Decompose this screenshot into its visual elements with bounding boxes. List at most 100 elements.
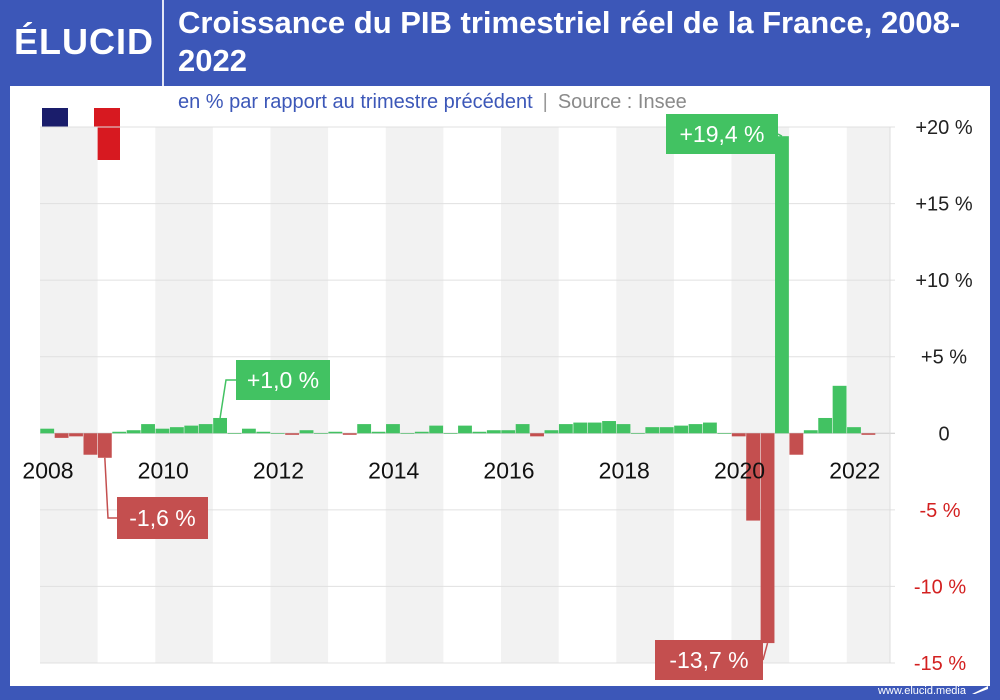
bar: [241, 428, 256, 434]
bar: [429, 425, 444, 434]
bar: [717, 433, 732, 434]
y-tick-label: 0: [938, 423, 949, 445]
x-tick-label: 2010: [138, 457, 189, 483]
annotation-box: [117, 497, 208, 539]
bar: [443, 433, 458, 434]
annotation-label: -13,7 %: [669, 647, 748, 673]
elucid-mark-icon: [972, 686, 988, 694]
bar: [69, 433, 83, 437]
bar: [789, 433, 804, 455]
elucid-logo: ÉLUCID: [14, 21, 154, 62]
bar: [544, 430, 559, 434]
x-tick-label: 2012: [253, 457, 304, 483]
header: ÉLUCID Croissance du PIB trimestriel rée…: [0, 0, 1000, 86]
bar: [83, 433, 98, 455]
bar: [731, 433, 746, 437]
x-tick-label: 2008: [22, 457, 73, 483]
bar: [386, 424, 400, 434]
bar: [126, 430, 141, 434]
header-divider: [162, 0, 164, 86]
bar: [342, 433, 357, 435]
year-band: [501, 127, 559, 663]
bar: [861, 433, 876, 435]
y-tick-label: +10 %: [915, 270, 972, 292]
bar: [602, 421, 616, 434]
bar: [688, 424, 703, 434]
year-band: [616, 127, 674, 663]
annotation-label: +1,0 %: [247, 367, 319, 393]
flag-stripe-red: [94, 108, 120, 160]
bar: [847, 427, 861, 434]
bar: [501, 430, 516, 434]
x-tick-label: 2022: [829, 457, 880, 483]
annotation-box: [655, 640, 763, 680]
bar: [184, 425, 199, 434]
y-tick-label: +5 %: [921, 347, 967, 369]
annotations: +1,0 % -1,6 % +19,4 % -13,7 %: [104, 114, 783, 680]
bar: [558, 424, 573, 434]
annotation-box: [236, 360, 330, 400]
year-band: [40, 127, 98, 663]
x-tick-label: 2014: [368, 457, 419, 483]
bar: [645, 427, 660, 434]
bar: [659, 427, 674, 434]
annotation-label: -1,6 %: [129, 505, 195, 531]
bar: [256, 431, 271, 434]
bar: [112, 431, 127, 434]
bar: [400, 433, 415, 434]
bar: [371, 431, 386, 434]
annotation: +19,4 %: [666, 114, 783, 154]
bar: [515, 424, 530, 434]
bar: [703, 422, 717, 434]
bar: [198, 424, 213, 434]
bar: [818, 417, 833, 434]
annotation: -13,7 %: [655, 640, 769, 680]
y-tick-label: -10 %: [914, 576, 966, 598]
bar: [630, 433, 645, 434]
chart-subtitle: en % par rapport au trimestre précédent: [178, 91, 533, 113]
bar: [40, 428, 55, 434]
year-band: [155, 127, 213, 663]
y-tick-label: -15 %: [914, 653, 966, 675]
x-tick-label: 2016: [483, 457, 534, 483]
bar: [573, 422, 588, 434]
year-band: [385, 127, 444, 663]
bar: [314, 433, 328, 434]
bar: [227, 433, 242, 434]
bar: [155, 428, 170, 434]
annotation-leader: [762, 642, 769, 661]
bar: [458, 425, 472, 434]
subtitle-separator: |: [542, 91, 548, 113]
y-tick-label: +15 %: [915, 194, 972, 216]
x-tick-label: 2020: [714, 457, 765, 483]
annotation: -1,6 %: [104, 457, 208, 539]
bar: [472, 431, 487, 434]
chart-subtitle-line: en % par rapport au trimestre précédent |…: [178, 88, 687, 116]
annotation: +1,0 %: [219, 360, 330, 419]
y-tick-label: -5 %: [919, 500, 960, 522]
bar: [328, 431, 343, 434]
bar: [832, 385, 847, 434]
y-tick-label: +20 %: [915, 117, 972, 139]
bar: [141, 424, 155, 434]
bar: [486, 430, 501, 434]
bar: [285, 433, 300, 435]
bar: [616, 424, 631, 434]
chart-source: Source : Insee: [557, 91, 687, 113]
bar: [414, 431, 429, 434]
bar: [803, 430, 818, 434]
annotation-leader: [104, 457, 117, 519]
footer-url: www.elucid.media: [877, 685, 966, 697]
year-band: [846, 127, 890, 663]
annotation-leader: [219, 379, 236, 419]
bar: [299, 430, 314, 434]
y-axis-ticks: +20 % +15 % +10 % +5 % 0 -5 % -10 % -15 %: [914, 117, 973, 675]
x-axis-ticks: 2008 2010 2012 2014 2016 2018 2020 2022: [22, 457, 880, 483]
annotation-label: +19,4 %: [679, 121, 764, 147]
bar: [674, 425, 689, 434]
bar: [530, 433, 544, 437]
bar: [169, 427, 184, 434]
bar: [760, 433, 775, 644]
bar: [213, 417, 227, 434]
